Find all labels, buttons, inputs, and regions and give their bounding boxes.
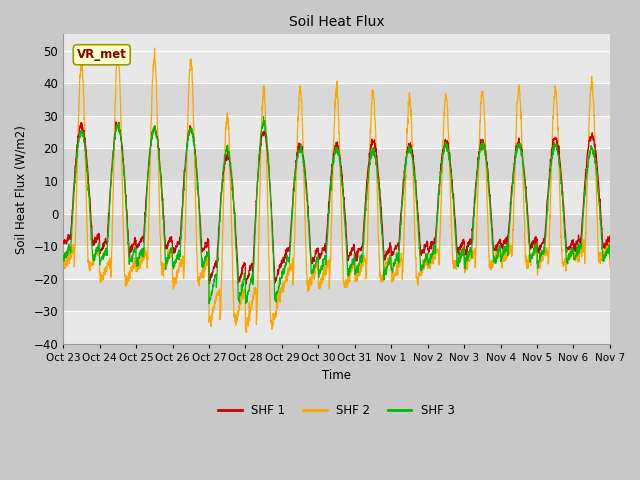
Text: VR_met: VR_met [77,48,127,61]
Bar [63,50,610,83]
Bar [63,214,610,246]
Bar [63,116,610,148]
X-axis label: Time: Time [322,369,351,382]
Bar [63,83,610,116]
Legend: SHF 1, SHF 2, SHF 3: SHF 1, SHF 2, SHF 3 [214,399,460,422]
Title: Soil Heat Flux: Soil Heat Flux [289,15,385,29]
Bar [63,246,610,279]
Y-axis label: Soil Heat Flux (W/m2): Soil Heat Flux (W/m2) [15,125,28,253]
Bar [63,312,610,344]
Bar [63,181,610,214]
Bar [63,148,610,181]
Bar [63,279,610,312]
